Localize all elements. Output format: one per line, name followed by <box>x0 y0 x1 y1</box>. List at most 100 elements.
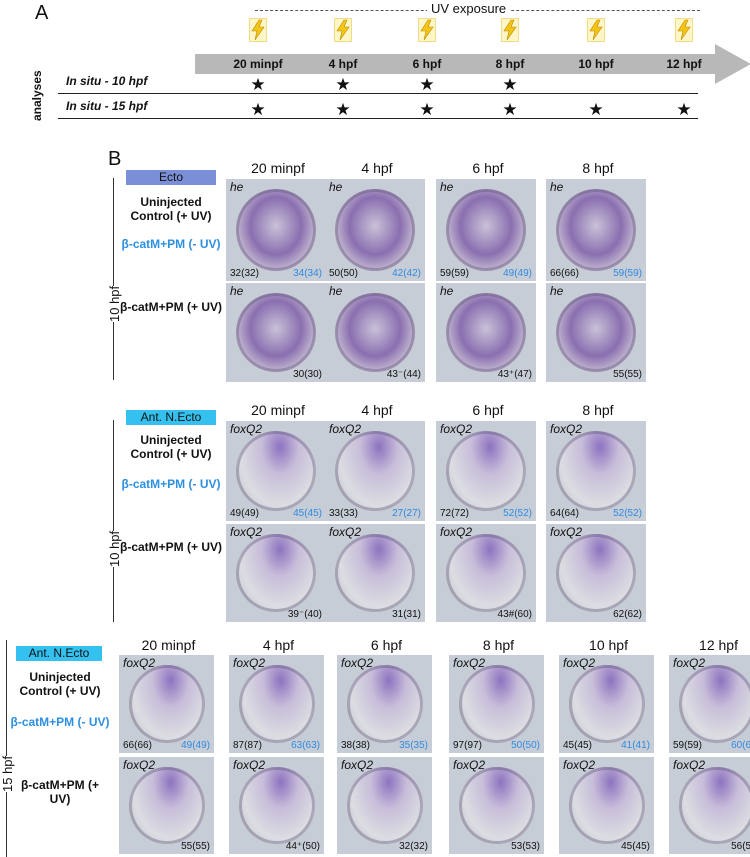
embryo <box>346 664 423 744</box>
count-no-uv: 35(35) <box>399 740 428 751</box>
marker-tag: Ecto <box>126 170 216 185</box>
timepoint-label: 6 hpf <box>412 57 442 71</box>
gene-label: foxQ2 <box>563 758 596 772</box>
embryo-image: he 50(50) 42(42) <box>325 179 425 281</box>
count-uv: 55(55) <box>613 369 642 380</box>
gene-label: foxQ2 <box>329 525 362 539</box>
condition-control: Uninjected Control (+ UV) <box>19 670 101 698</box>
column-header: 10 hpf <box>589 637 628 653</box>
column-header: 8 hpf <box>582 402 614 418</box>
stage-bracket <box>113 420 114 622</box>
embryo <box>236 292 316 373</box>
column-header: 20 minpf <box>251 402 305 418</box>
uv-exposure-label: UV exposure <box>427 1 511 16</box>
analysis-star: ★ <box>419 75 435 94</box>
embryo <box>458 766 535 845</box>
count-control: 66(66) <box>550 268 579 279</box>
gene-label: foxQ2 <box>440 525 473 539</box>
count-control: 50(50) <box>329 268 358 279</box>
embryo <box>335 431 415 511</box>
embryo <box>238 664 315 744</box>
gene-label: foxQ2 <box>440 422 473 436</box>
count-no-uv: 49(49) <box>181 740 210 751</box>
count-uv: 43⁺(47) <box>497 369 532 380</box>
condition-uv: β-catM+PM (+ UV) <box>120 300 223 314</box>
gene-label: foxQ2 <box>550 422 583 436</box>
gene-label: he <box>329 180 343 194</box>
embryo-image: he 43⁺(47) <box>436 283 536 382</box>
gene-label: he <box>329 284 343 298</box>
gene-label: foxQ2 <box>673 656 706 670</box>
count-uv: 45(45) <box>621 841 650 852</box>
count-no-uv: 41(41) <box>621 740 650 751</box>
count-no-uv: 27(27) <box>392 508 421 519</box>
embryo <box>446 431 526 511</box>
gene-label: foxQ2 <box>230 525 263 539</box>
embryo <box>458 664 535 744</box>
panel-b-letter: B <box>108 148 122 170</box>
condition-control: Uninjected Control (+ UV) <box>130 195 212 223</box>
gene-label: foxQ2 <box>341 656 374 670</box>
gene-label: foxQ2 <box>563 656 596 670</box>
column-header: 4 hpf <box>361 402 393 418</box>
embryo <box>556 533 636 613</box>
embryo-image: foxQ2 38(38) 35(35) <box>337 655 432 753</box>
embryo <box>678 664 750 744</box>
count-control: 97(97) <box>453 740 482 751</box>
lightning-bolt-icon <box>418 18 436 42</box>
embryo <box>236 189 316 271</box>
condition-control: Uninjected Control (+ UV) <box>130 433 212 461</box>
analysis-star: ★ <box>588 100 604 119</box>
analysis-star: ★ <box>676 100 692 119</box>
count-no-uv: 50(50) <box>511 740 540 751</box>
column-header: 8 hpf <box>582 160 614 176</box>
embryo-image: he 55(55) <box>546 283 646 382</box>
column-header: 6 hpf <box>370 637 403 653</box>
timepoint-label: 12 hpf <box>666 57 702 71</box>
gene-label: foxQ2 <box>230 422 263 436</box>
count-uv: 53(53) <box>511 841 540 852</box>
embryo-image: he 66(66) 59(59) <box>546 179 646 281</box>
count-control: 49(49) <box>230 508 259 519</box>
embryo <box>236 533 316 613</box>
embryo-image: foxQ2 56(56) <box>669 757 750 854</box>
count-no-uv: 49(49) <box>503 268 532 279</box>
count-no-uv: 34(34) <box>293 268 322 279</box>
embryo-image: foxQ2 87(87) 63(63) <box>229 655 324 753</box>
gene-label: he <box>550 180 564 194</box>
embryo <box>556 431 636 511</box>
embryo <box>556 189 636 271</box>
embryo <box>446 533 526 613</box>
analysis-star: ★ <box>502 100 518 119</box>
marker-tag: Ant. N.Ecto <box>16 646 102 661</box>
lightning-bolt-icon <box>587 18 605 42</box>
lightning-bolt-icon <box>249 18 267 42</box>
embryo <box>236 431 316 511</box>
count-control: 32(32) <box>230 268 259 279</box>
count-control: 72(72) <box>440 508 469 519</box>
embryo-image: he 32(32) 34(34) <box>226 179 326 281</box>
count-no-uv: 63(63) <box>291 740 320 751</box>
embryo <box>678 766 750 845</box>
count-control: 66(66) <box>123 740 152 751</box>
embryo-image: foxQ2 49(49) 45(45) <box>226 421 326 521</box>
timepoint-label: 10 hpf <box>578 57 614 71</box>
count-no-uv: 60(60) <box>731 740 750 751</box>
count-uv: 43#(60) <box>497 609 532 620</box>
embryo-image: foxQ2 45(45) <box>559 757 654 854</box>
embryo <box>335 189 415 271</box>
embryo <box>568 664 645 744</box>
gene-label: foxQ2 <box>123 656 156 670</box>
embryo <box>556 292 636 373</box>
count-uv: 55(55) <box>181 841 210 852</box>
count-control: 33(33) <box>329 508 358 519</box>
count-uv: 44⁺(50) <box>285 841 320 852</box>
timeline-arrow <box>195 44 750 84</box>
embryo-image: he 59(59) 49(49) <box>436 179 536 281</box>
column-header: 8 hpf <box>482 637 515 653</box>
count-control: 59(59) <box>673 740 702 751</box>
gene-label: he <box>550 284 564 298</box>
count-uv: 43⁻(44) <box>386 369 421 380</box>
embryo-image: foxQ2 62(62) <box>546 524 646 622</box>
condition-uv: β-catM+PM (+ UV) <box>120 540 223 554</box>
